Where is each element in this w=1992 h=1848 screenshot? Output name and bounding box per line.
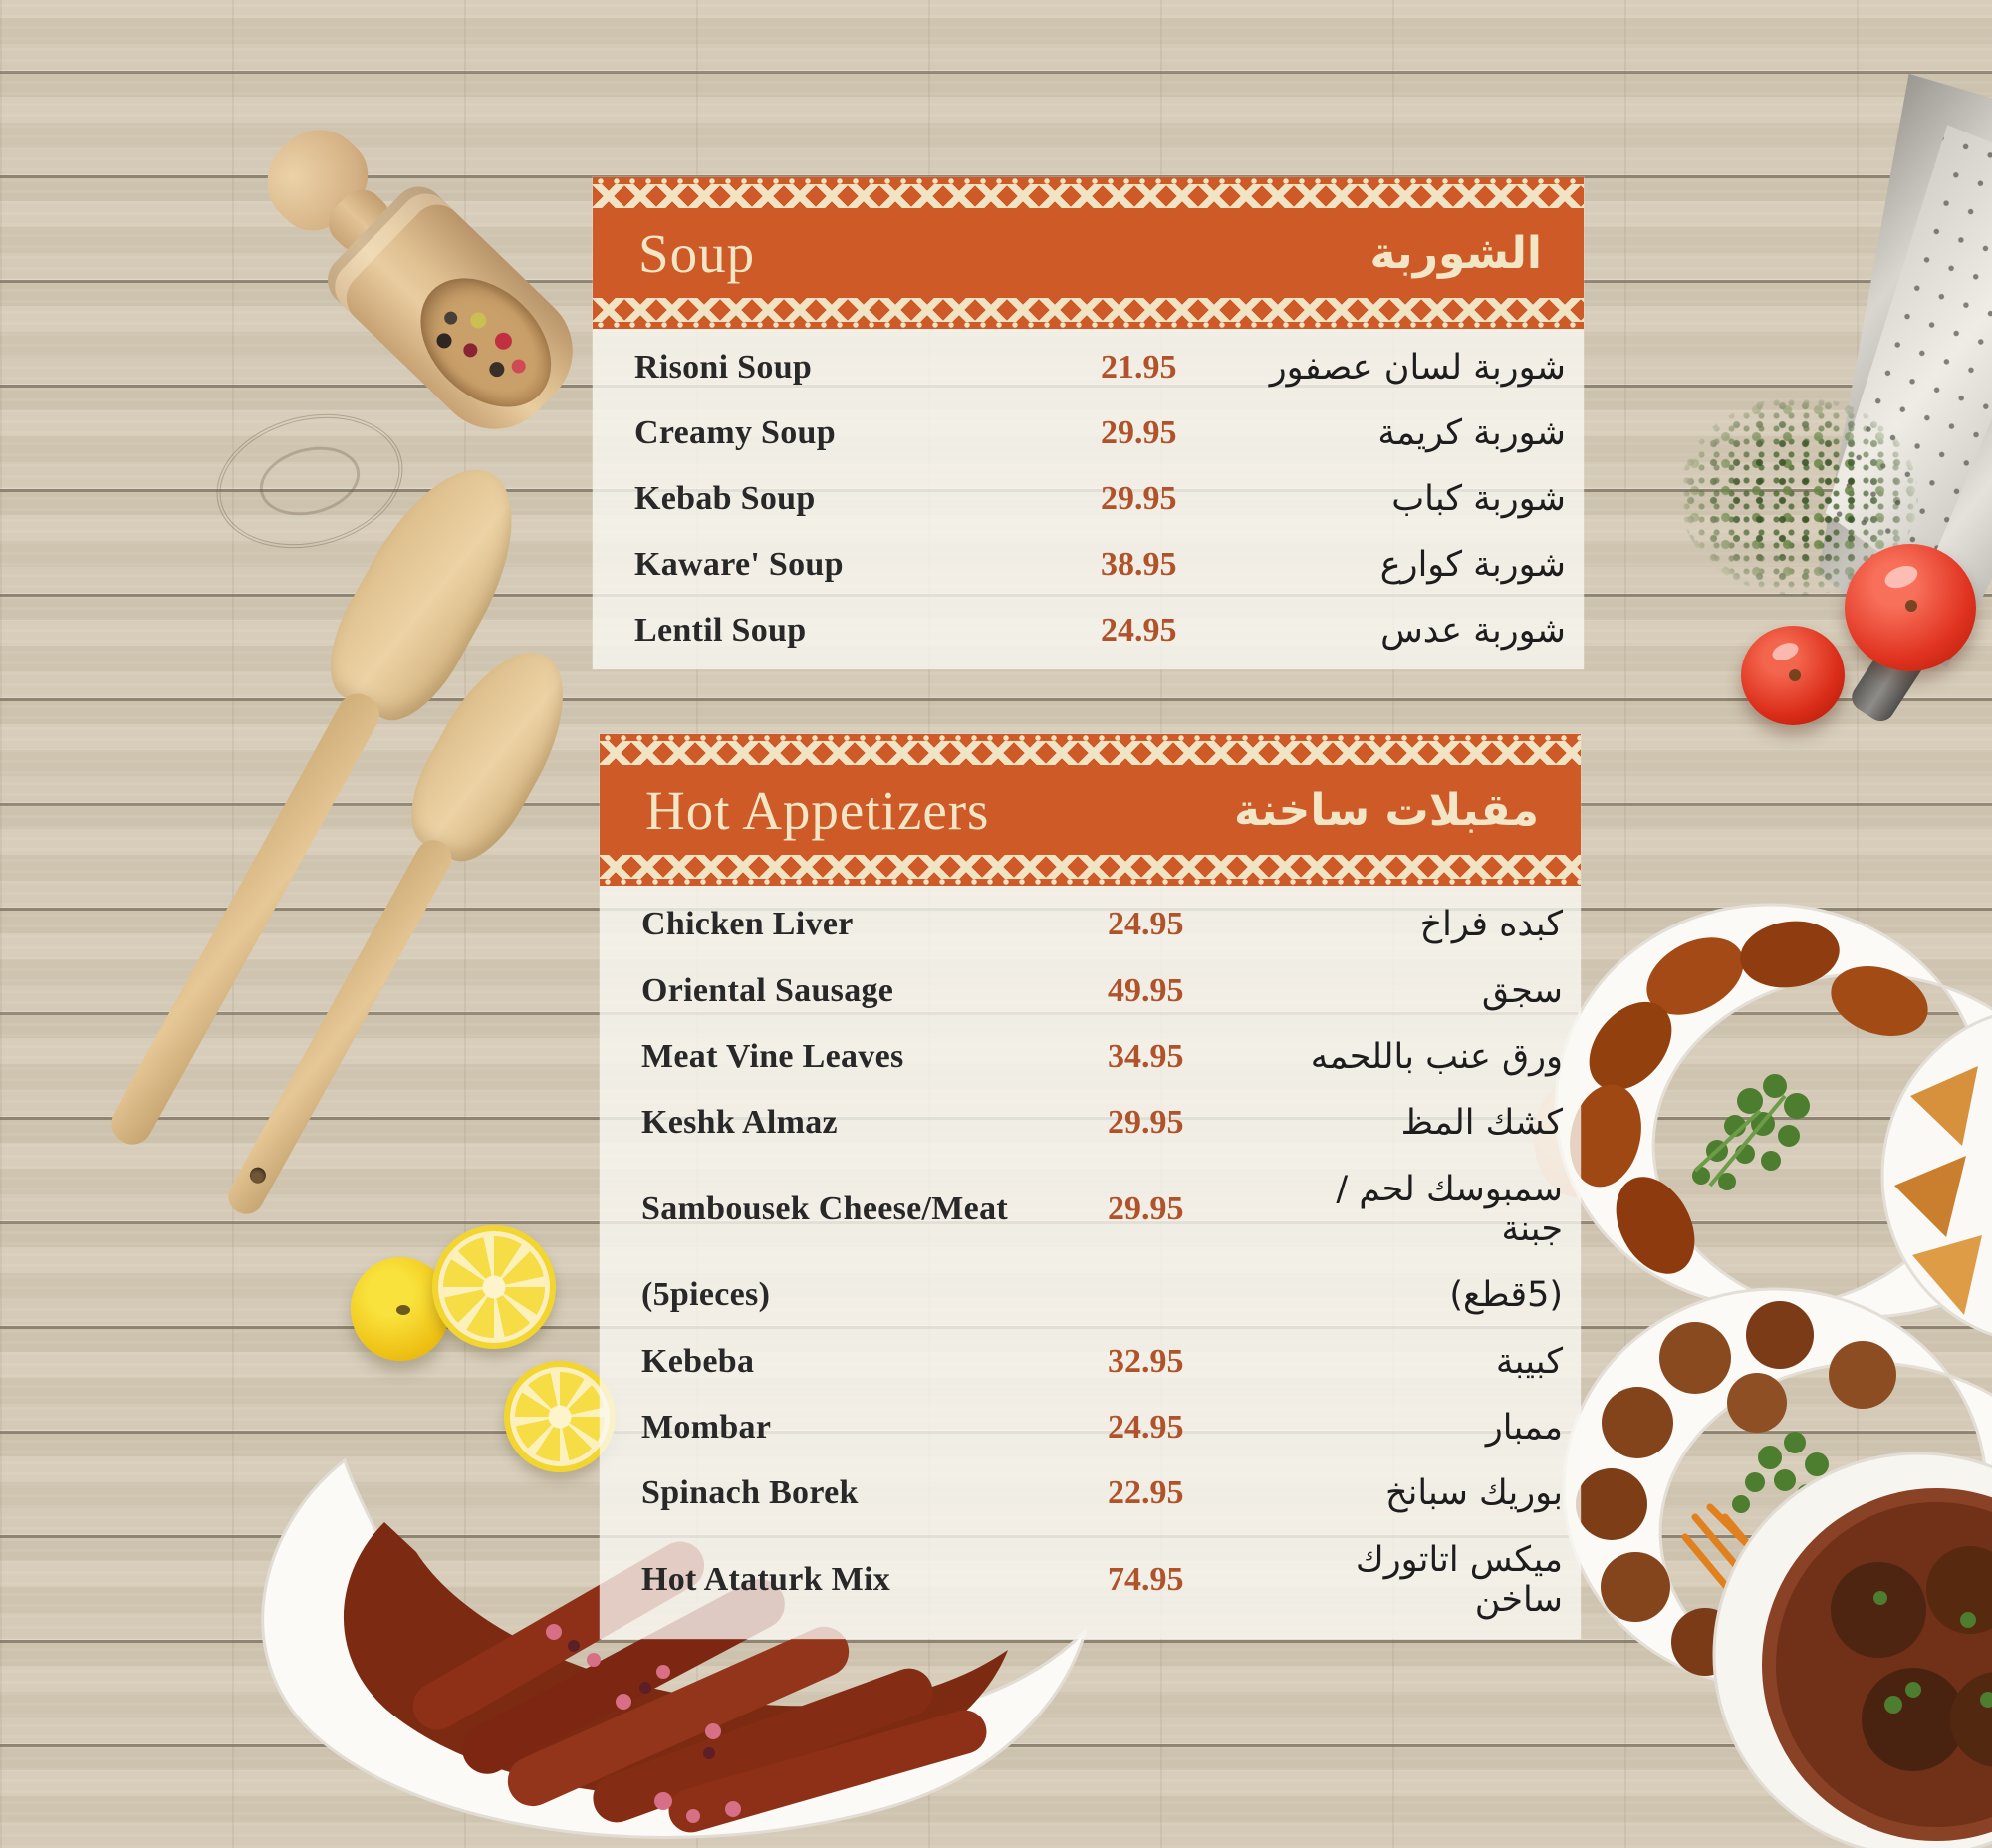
- menu-item-row: Sambousek Cheese/Meat 29.95 سمبوسك لحم /جب…: [600, 1170, 1581, 1249]
- pink-peppercorns: [546, 1624, 741, 1823]
- item-price: 34.95: [1108, 1037, 1184, 1075]
- item-name-ar: شوربة كوارع: [1379, 545, 1566, 585]
- soup-banner: Soup الشوربة: [593, 177, 1584, 329]
- item-price: 49.95: [1108, 971, 1184, 1009]
- gravy-meatball-bowl: [1712, 1452, 1992, 1848]
- menu-item-row: Meat Vine Leaves 34.95 ورق عنب باللحمه: [600, 1037, 1581, 1077]
- sambousek-plate: [1880, 1014, 1992, 1337]
- lace-border-top: [600, 734, 1581, 767]
- item-name-en: Kebeba: [641, 1342, 755, 1380]
- peppercorn: [467, 309, 490, 332]
- item-name-ar: كشك المظ: [1400, 1103, 1563, 1144]
- item-price: 24.95: [1108, 1408, 1184, 1446]
- menu-item-row: Chicken Liver 24.95 كبده فراخ: [600, 905, 1581, 944]
- item-name-ar: كبده فراخ: [1419, 905, 1563, 945]
- menu-item-row: Lentil Soup 24.95 شوربة عدس: [593, 611, 1584, 651]
- peppercorn: [433, 330, 455, 352]
- section-title-ar: الشوربة: [1370, 227, 1543, 279]
- lace-border-bottom: [593, 296, 1584, 329]
- parsley-garnish: [1732, 1432, 1829, 1513]
- item-price: 29.95: [1108, 1189, 1184, 1227]
- meatballs: [1576, 1301, 1896, 1676]
- item-price: 24.95: [1101, 612, 1177, 649]
- tomato: [1741, 626, 1845, 725]
- item-price: 74.95: [1108, 1560, 1184, 1598]
- item-name-ar: سمبوسك لحم /جبنة: [1336, 1169, 1563, 1249]
- lace-border-top: [593, 177, 1584, 210]
- peppercorn: [441, 308, 460, 328]
- item-name-ar: ميكس اتاتورك ساخن: [1355, 1539, 1563, 1620]
- kibbeh-pieces: [1570, 921, 1928, 1274]
- item-name-ar: (5قطع): [1449, 1275, 1563, 1316]
- hot-appetizers-section: Hot Appetizers مقبلات ساخنة Chicken Live…: [600, 734, 1581, 1639]
- section-title-en: Hot Appetizers: [645, 779, 990, 841]
- menu-item-row: Risoni Soup 21.95 شوربة لسان عصفور: [593, 348, 1584, 388]
- item-price: 38.95: [1101, 546, 1177, 583]
- tomato: [1845, 544, 1976, 671]
- menu-item-row: Mombar 24.95 ممبار: [600, 1408, 1581, 1448]
- lace-border-bottom: [600, 853, 1581, 886]
- item-name-en: Oriental Sausage: [641, 971, 894, 1009]
- item-name-ar: ممبار: [1485, 1407, 1563, 1448]
- item-price: 22.95: [1108, 1474, 1184, 1512]
- item-price: 32.95: [1108, 1342, 1184, 1380]
- item-price: 29.95: [1108, 1104, 1184, 1142]
- sujuk-sausage-plate: [261, 1457, 1088, 1839]
- item-name-ar: شوربة عدس: [1380, 611, 1566, 651]
- menu-item-row: Keshk Almaz 29.95 كشك المظ: [600, 1103, 1581, 1143]
- soup-section: Soup الشوربة Risoni Soup 21.95 شوربة لسان …: [593, 177, 1584, 669]
- item-price: 29.95: [1101, 480, 1177, 517]
- parsley-stems: [1693, 1094, 1787, 1188]
- item-name-en: Meat Vine Leaves: [641, 1037, 904, 1075]
- item-name-ar: شوربة كباب: [1391, 479, 1566, 519]
- item-name-en: Chicken Liver: [641, 906, 854, 943]
- peppercorn: [491, 329, 516, 354]
- section-title-ar: مقبلات ساخنة: [1234, 784, 1539, 836]
- dark-peppercorns: [568, 1640, 715, 1759]
- item-name-ar: شوربة لسان عصفور: [1269, 348, 1566, 388]
- section-title-en: Soup: [638, 222, 756, 284]
- item-name-en: Spinach Borek: [641, 1474, 859, 1512]
- handle-hole: [247, 1164, 269, 1187]
- menu-item-row: Spinach Borek 22.95 بوريك سبانخ: [600, 1473, 1581, 1513]
- menu-item-row: Kebeba 32.95 كبيبة: [600, 1342, 1581, 1382]
- item-name-en: Mombar: [641, 1408, 772, 1446]
- item-name-en: Creamy Soup: [634, 414, 836, 451]
- hot-appetizers-banner: Hot Appetizers مقبلات ساخنة: [600, 734, 1581, 886]
- item-name-ar: سجق: [1481, 970, 1563, 1011]
- item-name-en: Sambousek Cheese/Meat: [641, 1189, 1008, 1227]
- item-name-en: Keshk Almaz: [641, 1104, 838, 1142]
- item-name-en: Kebab Soup: [634, 480, 816, 517]
- peppercorn: [508, 356, 529, 377]
- menu-item-row: Oriental Sausage 49.95 سجق: [600, 971, 1581, 1011]
- item-price: 21.95: [1101, 349, 1177, 386]
- peppercorn: [486, 359, 508, 381]
- hot-appetizers-item-list: Chicken Liver 24.95 كبده فراخ Oriental Saus…: [600, 886, 1581, 1639]
- soup-item-list: Risoni Soup 21.95 شوربة لسان عصفور Creamy S…: [593, 329, 1584, 669]
- menu-item-row: Kaware' Soup 38.95 شوربة كوارع: [593, 545, 1584, 585]
- item-name-en: Hot Ataturk Mix: [641, 1560, 891, 1598]
- parsley-garnish: [1692, 1074, 1810, 1190]
- item-name-en: (5pieces): [641, 1276, 771, 1314]
- item-name-ar: شوربة كريمة: [1377, 413, 1566, 453]
- item-name-ar: ورق عنب باللحمه: [1310, 1036, 1563, 1077]
- item-name-en: Lentil Soup: [634, 612, 807, 649]
- item-name-ar: بوريك سبانخ: [1385, 1473, 1563, 1514]
- menu-item-row: Kebab Soup 29.95 شوربة كباب: [593, 479, 1584, 519]
- menu-item-row: Hot Ataturk Mix 74.95 ميكس اتاتورك ساخن: [600, 1540, 1581, 1620]
- item-price: 29.95: [1101, 414, 1177, 451]
- lemon-slice: [432, 1225, 556, 1349]
- lemon-slice: [504, 1361, 616, 1472]
- peppercorn: [460, 340, 481, 361]
- menu-item-row: (5pieces) (5قطع): [600, 1275, 1581, 1315]
- garnish: [1873, 1591, 1992, 1714]
- menu-item-row: Creamy Soup 29.95 شوربة كريمة: [593, 413, 1584, 453]
- item-price: 24.95: [1108, 906, 1184, 943]
- item-name-en: Risoni Soup: [634, 349, 813, 386]
- item-name-ar: كبيبة: [1495, 1341, 1563, 1382]
- item-name-en: Kaware' Soup: [634, 546, 844, 583]
- kibbeh-plate: [1554, 903, 1992, 1319]
